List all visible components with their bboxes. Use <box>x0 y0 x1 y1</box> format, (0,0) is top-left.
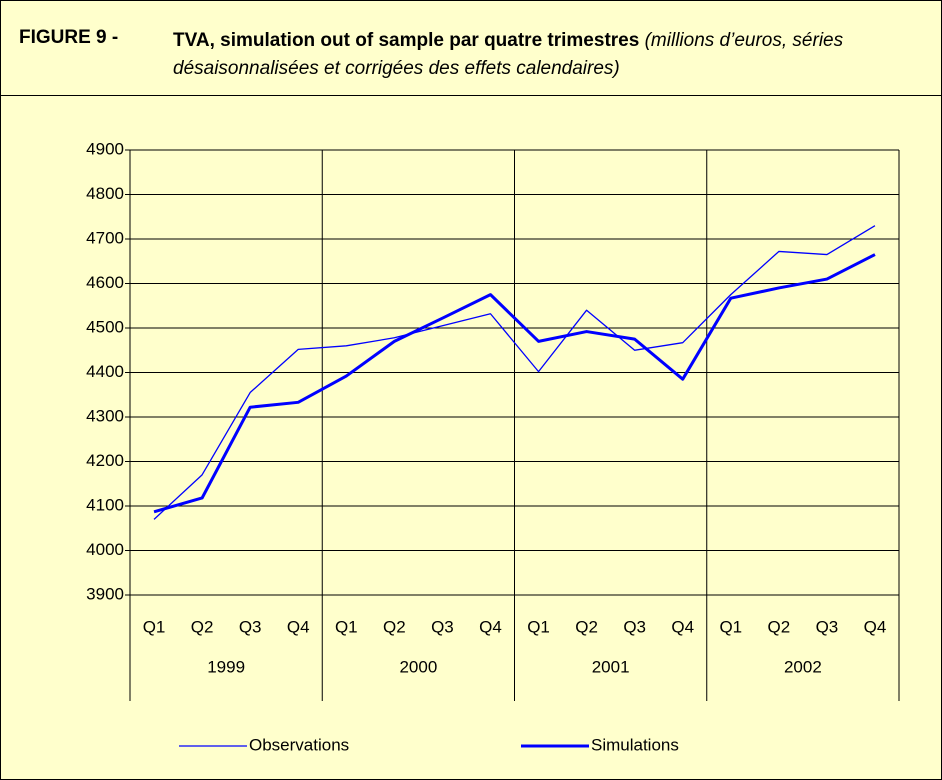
x-tick-label: Q2 <box>575 617 598 636</box>
y-tick-label: 4900 <box>86 139 124 158</box>
y-tick-label: 4100 <box>86 495 124 514</box>
y-tick-label: 4000 <box>86 540 124 559</box>
x-tick-label: Q1 <box>719 617 742 636</box>
x-tick-label: Q2 <box>768 617 791 636</box>
series-line <box>153 253 876 514</box>
y-tick-label: 4500 <box>86 317 124 336</box>
chart-subtitle: (millions d’euros, séries désaisonnalisé… <box>173 30 844 79</box>
x-tick-label: Q4 <box>864 617 887 636</box>
y-tick-label: 4300 <box>86 406 124 425</box>
y-tick-label: 4600 <box>86 273 124 292</box>
group-label: 2001 <box>592 657 630 676</box>
chart-title: TVA, simulation out of sample par quatre… <box>173 30 640 51</box>
group-label: 2000 <box>399 657 437 676</box>
title-block: TVA, simulation out of sample par quatre… <box>173 27 933 83</box>
x-tick-label: Q2 <box>383 617 406 636</box>
y-tick-label: 4200 <box>86 451 124 470</box>
y-tick-label: 4700 <box>86 228 124 247</box>
x-tick-label: Q4 <box>287 617 310 636</box>
figure-label: FIGURE 9 - <box>19 27 119 48</box>
group-label: 1999 <box>207 657 245 676</box>
y-tick-label: 4800 <box>86 184 124 203</box>
group-label: 2002 <box>784 657 822 676</box>
x-tick-label: Q1 <box>527 617 550 636</box>
legend-label: Observations <box>249 735 349 754</box>
x-tick-label: Q3 <box>623 617 646 636</box>
x-tick-label: Q4 <box>671 617 694 636</box>
x-tick-label: Q4 <box>479 617 502 636</box>
y-tick-label: 3900 <box>86 584 124 603</box>
x-tick-label: Q2 <box>191 617 214 636</box>
header: FIGURE 9 - TVA, simulation out of sample… <box>1 1 941 96</box>
x-tick-label: Q1 <box>335 617 358 636</box>
x-tick-label: Q3 <box>239 617 262 636</box>
series-line <box>153 225 876 520</box>
legend-label: Simulations <box>591 735 679 754</box>
y-tick-label: 4400 <box>86 362 124 381</box>
x-tick-label: Q1 <box>143 617 166 636</box>
x-tick-label: Q3 <box>816 617 839 636</box>
x-tick-label: Q3 <box>431 617 454 636</box>
